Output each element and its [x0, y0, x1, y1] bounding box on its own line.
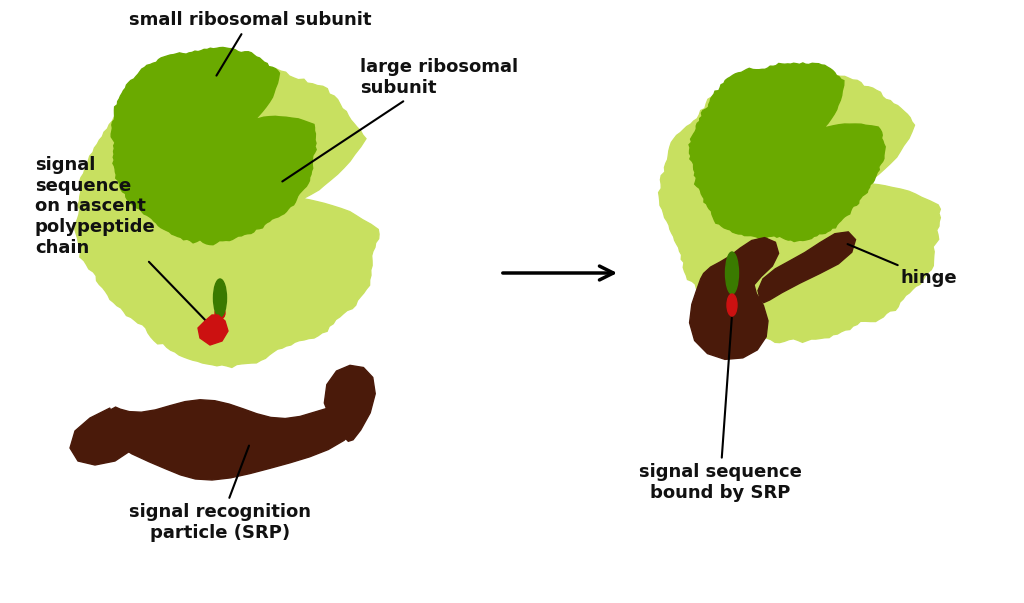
- Ellipse shape: [727, 294, 737, 316]
- Text: hinge: hinge: [848, 244, 956, 287]
- Text: signal recognition
particle (SRP): signal recognition particle (SRP): [129, 446, 311, 542]
- Text: large ribosomal
subunit: large ribosomal subunit: [283, 58, 518, 182]
- Ellipse shape: [215, 307, 225, 319]
- Text: small ribosomal subunit: small ribosomal subunit: [129, 11, 372, 75]
- Polygon shape: [75, 62, 379, 367]
- Ellipse shape: [725, 252, 738, 294]
- Polygon shape: [758, 232, 856, 303]
- Polygon shape: [689, 63, 885, 242]
- Text: signal sequence
bound by SRP: signal sequence bound by SRP: [639, 318, 802, 502]
- Polygon shape: [70, 408, 130, 465]
- Polygon shape: [112, 48, 316, 245]
- Polygon shape: [198, 315, 228, 345]
- Polygon shape: [689, 238, 778, 359]
- Polygon shape: [104, 400, 358, 480]
- Polygon shape: [658, 69, 940, 343]
- Text: signal
sequence
on nascent
polypeptide
chain: signal sequence on nascent polypeptide c…: [35, 156, 208, 323]
- Ellipse shape: [213, 279, 226, 317]
- Polygon shape: [325, 365, 375, 441]
